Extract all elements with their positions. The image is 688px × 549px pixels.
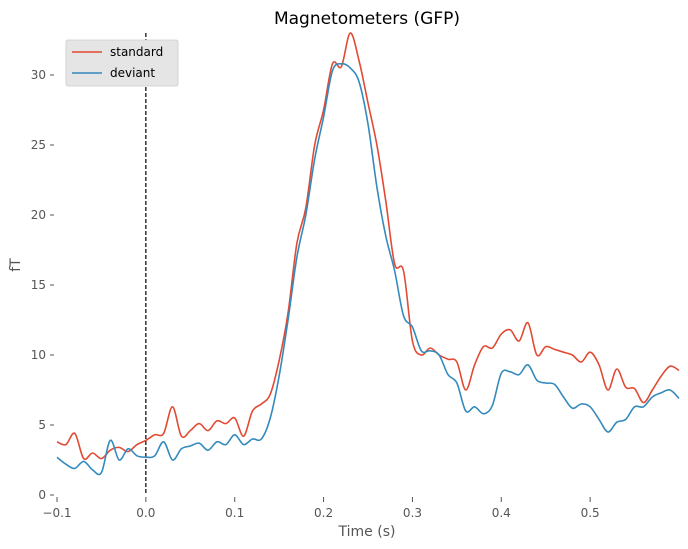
legend-label-standard: standard (110, 45, 163, 59)
x-tick-label: 0.4 (492, 506, 511, 520)
y-axis-label: fT (8, 258, 24, 272)
y-tick-label: 0 (38, 488, 46, 502)
y-tick-label: 25 (31, 138, 46, 152)
y-tick-label: 10 (31, 348, 46, 362)
x-axis-label: Time (s) (338, 524, 396, 540)
series-lines (56, 32, 680, 476)
series-line-deviant (56, 62, 680, 476)
x-tick-label: 0.2 (314, 506, 333, 520)
y-tick-label: 5 (38, 418, 46, 432)
x-tick-label: 0.5 (581, 506, 600, 520)
x-axis: −0.1 0.0 0.1 0.2 0.3 0.4 0.5 (42, 497, 600, 520)
chart-title: Magnetometers (GFP) (274, 9, 460, 29)
y-tick-label: 15 (31, 278, 46, 292)
x-tick-label: 0.1 (225, 506, 244, 520)
legend-label-deviant: deviant (110, 66, 155, 80)
y-tick-label: 20 (31, 208, 46, 222)
legend: standard deviant (65, 39, 179, 87)
x-tick-label: 0.0 (136, 506, 155, 520)
y-tick-label: 30 (31, 68, 46, 82)
x-tick-label: 0.3 (403, 506, 422, 520)
y-axis: 0 5 10 15 20 25 30 (31, 68, 54, 502)
series-line-standard (56, 32, 680, 461)
x-tick-label: −0.1 (42, 506, 71, 520)
